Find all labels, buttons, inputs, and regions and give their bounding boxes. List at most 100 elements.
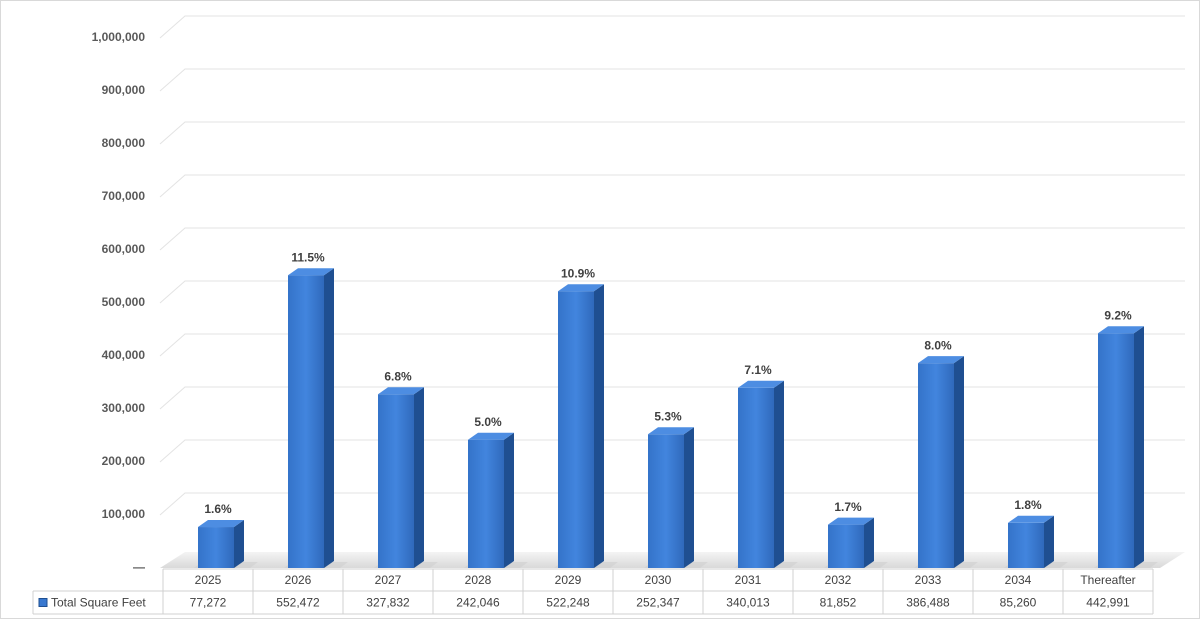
bar	[1094, 326, 1158, 568]
y-tick-label: 1,000,000	[92, 30, 146, 44]
x-tick-label: 2034	[1005, 573, 1032, 587]
bar-front	[828, 524, 864, 568]
bar-front	[288, 275, 324, 568]
grid-line	[159, 15, 1185, 39]
table-value: 81,852	[820, 596, 857, 610]
table-value: 327,832	[366, 596, 410, 610]
y-tick-label: 900,000	[102, 83, 146, 97]
data-label: 1.6%	[204, 502, 232, 516]
data-label: 6.8%	[384, 369, 412, 383]
bar-front	[1008, 522, 1044, 568]
legend-swatch	[38, 598, 48, 607]
bar	[284, 268, 348, 568]
bar-side	[1044, 515, 1054, 568]
grid-line	[159, 68, 1185, 92]
bar-top	[828, 517, 874, 525]
data-label: 9.2%	[1104, 308, 1132, 322]
table-value: 552,472	[276, 596, 320, 610]
bar-side	[414, 387, 424, 568]
data-label: 1.8%	[1014, 498, 1042, 512]
bar-top	[198, 520, 244, 528]
data-label: 7.1%	[744, 363, 772, 377]
bar-side	[954, 356, 964, 568]
bar-side	[1134, 326, 1144, 568]
bar-top	[1098, 326, 1144, 334]
bar-top	[1008, 515, 1054, 523]
bar-side	[774, 380, 784, 568]
x-tick-label: 2026	[285, 573, 312, 587]
bar	[734, 380, 798, 568]
bar-front	[378, 394, 414, 568]
grid-line	[159, 121, 1185, 145]
table-value: 85,260	[1000, 596, 1037, 610]
data-label: 5.0%	[474, 415, 502, 429]
bar	[464, 432, 528, 568]
grid-line	[159, 227, 1185, 251]
y-tick-label: 800,000	[102, 136, 146, 150]
y-tick-label: —	[133, 560, 145, 574]
bar	[914, 356, 978, 568]
bar	[824, 517, 888, 568]
table-value: 242,046	[456, 596, 500, 610]
bar-front	[198, 527, 234, 568]
bar-side	[684, 427, 694, 568]
x-tick-label: 2025	[195, 573, 222, 587]
bar-front	[918, 363, 954, 568]
data-label: 11.5%	[291, 250, 325, 264]
bar-side	[234, 520, 244, 568]
grid-line	[159, 280, 1185, 304]
table-value: 386,488	[906, 596, 950, 610]
bar	[644, 427, 708, 568]
bar	[194, 520, 258, 568]
bar-side	[594, 284, 604, 568]
bar-top	[918, 356, 964, 364]
bar-side	[504, 432, 514, 568]
y-tick-label: 400,000	[102, 348, 146, 362]
bar-top	[648, 427, 694, 435]
y-tick-label: 200,000	[102, 454, 146, 468]
y-tick-label: 300,000	[102, 401, 146, 415]
bar-top	[468, 432, 514, 440]
bar-front	[648, 434, 684, 568]
y-tick-label: 500,000	[102, 295, 146, 309]
bar-side	[864, 517, 874, 568]
x-tick-label: 2032	[825, 573, 852, 587]
bar-top	[738, 380, 784, 388]
table-value: 522,248	[546, 596, 590, 610]
data-label: 1.7%	[834, 500, 862, 514]
y-tick-label: 700,000	[102, 189, 146, 203]
legend-label: Total Square Feet	[51, 596, 146, 610]
x-tick-label: 2030	[645, 573, 672, 587]
table-value: 252,347	[636, 596, 680, 610]
grid-line	[159, 333, 1185, 357]
table-value: 442,991	[1086, 596, 1130, 610]
x-tick-label: 2029	[555, 573, 582, 587]
bar-top	[288, 268, 334, 276]
x-tick-label: 2027	[375, 573, 402, 587]
grid-line	[159, 174, 1185, 198]
y-tick-label: 600,000	[102, 242, 146, 256]
y-tick-label: 100,000	[102, 507, 146, 521]
bar-front	[558, 291, 594, 568]
bar-front	[738, 387, 774, 568]
x-tick-label: 2031	[735, 573, 762, 587]
bar-side	[324, 268, 334, 568]
bar	[374, 387, 438, 568]
bar-front	[468, 439, 504, 568]
data-label: 5.3%	[654, 409, 682, 423]
grid-line	[159, 492, 1185, 516]
bar-top	[558, 284, 604, 292]
grid-line	[159, 386, 1185, 410]
bar-front	[1098, 333, 1134, 568]
x-tick-label: 2033	[915, 573, 942, 587]
data-label: 8.0%	[924, 338, 952, 352]
data-label: 10.9%	[561, 266, 595, 280]
table-value: 340,013	[726, 596, 770, 610]
grid-line	[159, 439, 1185, 463]
bar	[1004, 515, 1068, 568]
table-value: 77,272	[190, 596, 227, 610]
bar-top	[378, 387, 424, 395]
x-tick-label: Thereafter	[1080, 573, 1135, 587]
bar	[554, 284, 618, 568]
